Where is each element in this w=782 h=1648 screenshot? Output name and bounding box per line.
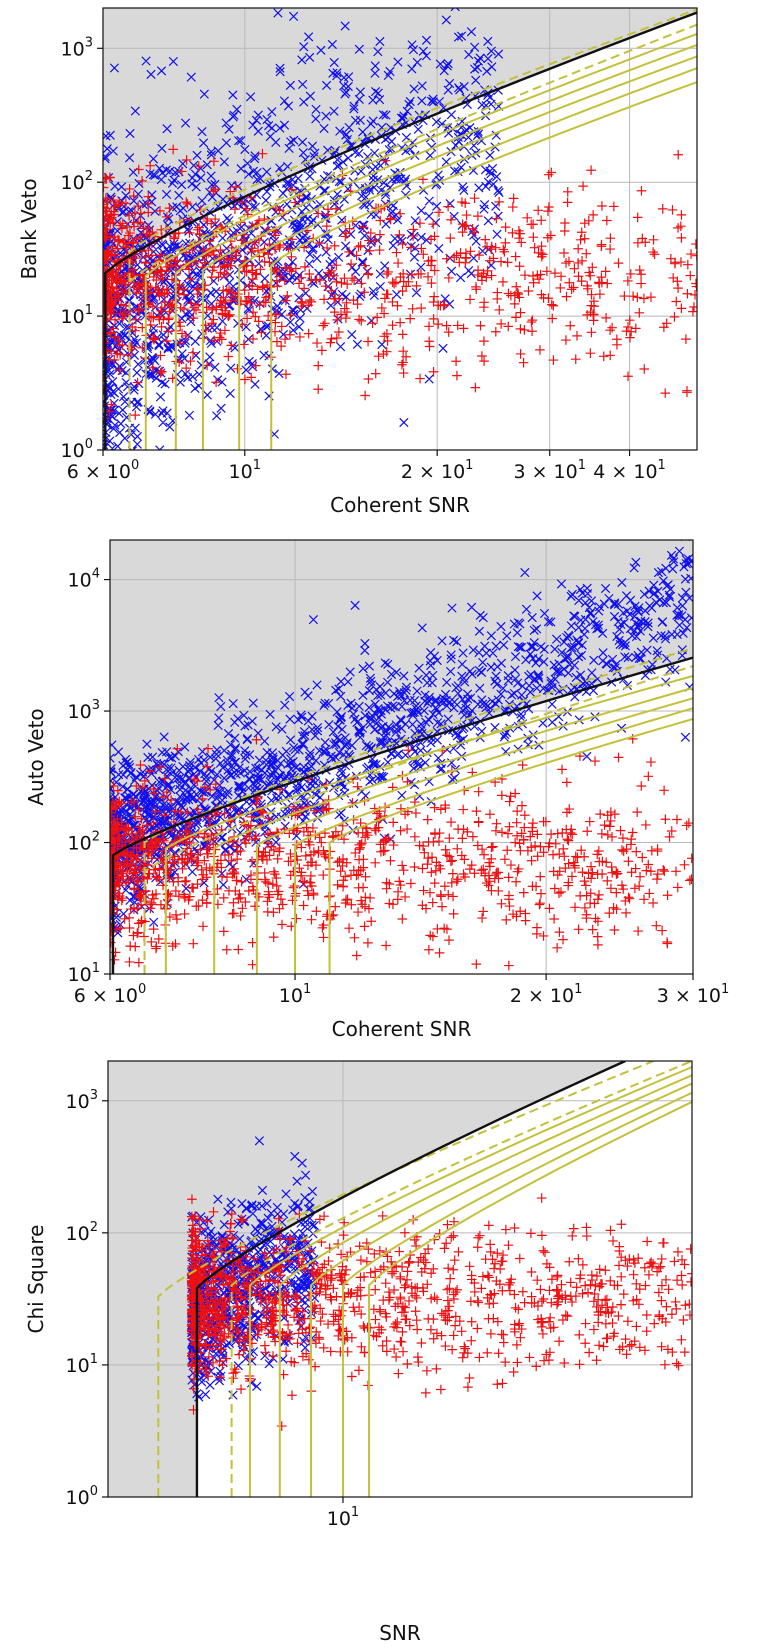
contour-line-dashed bbox=[157, 1061, 654, 1497]
contour-line bbox=[270, 81, 697, 450]
contour-line bbox=[278, 1074, 692, 1497]
x-tick-label: 6 × 100 bbox=[74, 982, 147, 1007]
plot-frame bbox=[102, 7, 698, 451]
contour-line bbox=[328, 718, 693, 974]
threshold-line bbox=[195, 1061, 626, 1497]
y-tick-label: 101 bbox=[61, 303, 93, 328]
contour-line bbox=[213, 686, 693, 974]
x-axis-title: SNR bbox=[379, 1621, 421, 1645]
y-axis-title: Bank Veto bbox=[17, 178, 41, 279]
rejected-region bbox=[108, 1061, 692, 1497]
plot-frame bbox=[109, 539, 694, 975]
y-tick-label: 101 bbox=[66, 1352, 98, 1377]
y-tick-label: 102 bbox=[66, 1220, 98, 1245]
contour-line-dashed bbox=[143, 665, 693, 974]
contour-line bbox=[294, 707, 693, 974]
contour-line bbox=[144, 33, 697, 450]
chart-panel-auto-veto: 6 × 100 101 2 × 101 3 × 101101102103104Cohe… bbox=[24, 539, 730, 1041]
x-axis-title: Coherent SNR bbox=[330, 493, 470, 517]
noise-markers bbox=[186, 1193, 692, 1431]
contour-line bbox=[164, 674, 693, 974]
contour-line bbox=[174, 43, 697, 450]
contour-line-dashed bbox=[128, 23, 697, 450]
contour-line bbox=[255, 697, 693, 974]
contour-line bbox=[201, 55, 697, 450]
x-tick-label: 3 × 101 bbox=[657, 982, 730, 1007]
y-tick-label: 103 bbox=[61, 35, 93, 60]
plot-frame bbox=[107, 1060, 693, 1498]
x-axis-title: Coherent SNR bbox=[332, 1017, 472, 1041]
x-tick-label: 101 bbox=[279, 982, 311, 1007]
y-tick-label: 104 bbox=[68, 567, 100, 592]
contour-line-dashed bbox=[128, 8, 697, 450]
y-tick-label: 103 bbox=[66, 1088, 98, 1113]
y-tick-label: 102 bbox=[61, 169, 93, 194]
contour-line bbox=[309, 1082, 692, 1497]
x-tick-label: 3 × 101 bbox=[513, 458, 586, 483]
chart-panel-chi-square: 101 100 101 102 103 SNR Chi Square bbox=[24, 1060, 693, 1645]
contour-line bbox=[341, 1091, 692, 1497]
chart-panel-bank-veto: 6 × 100 101 2 × 101 3 × 101 4 × 101 100 101 102… bbox=[17, 7, 698, 517]
contour-line bbox=[238, 67, 697, 450]
contour-line bbox=[368, 1101, 692, 1497]
contour-line-dashed bbox=[143, 647, 693, 974]
noise-markers bbox=[110, 734, 693, 974]
x-tick-label: 6 × 100 bbox=[67, 458, 140, 483]
y-tick-label: 103 bbox=[68, 698, 100, 723]
threshold-line bbox=[111, 656, 693, 974]
y-tick-label: 100 bbox=[66, 1484, 98, 1509]
y-tick-label: 101 bbox=[68, 961, 100, 986]
x-tick-label: 101 bbox=[327, 1505, 359, 1530]
x-tick-label: 101 bbox=[229, 458, 261, 483]
rejected-region bbox=[103, 8, 697, 450]
y-axis-title: Auto Veto bbox=[24, 708, 48, 805]
threshold-line bbox=[104, 11, 697, 450]
x-tick-label: 2 × 101 bbox=[401, 458, 474, 483]
contour-line bbox=[248, 1066, 692, 1497]
x-tick-label: 2 × 101 bbox=[510, 982, 583, 1007]
y-axis-title: Chi Square bbox=[24, 1225, 48, 1334]
contour-line-dashed bbox=[230, 1061, 692, 1497]
rejected-region bbox=[110, 540, 693, 974]
y-tick-label: 102 bbox=[68, 830, 100, 855]
y-tick-label: 100 bbox=[61, 437, 93, 462]
x-tick-label: 4 × 101 bbox=[593, 458, 666, 483]
